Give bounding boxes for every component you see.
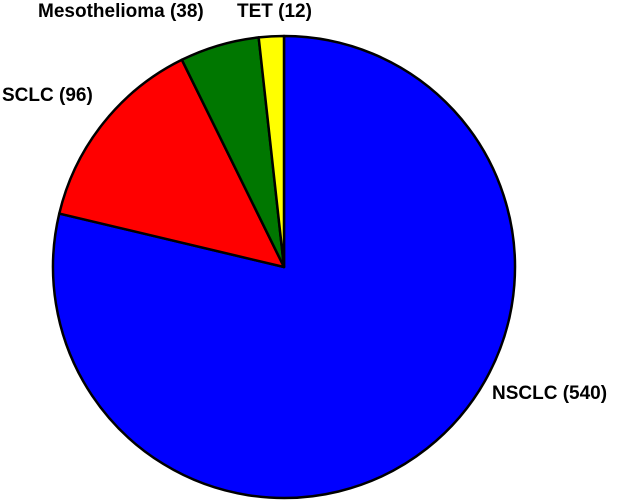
pie-slice-sclc — [58, 58, 286, 269]
slice-label-sclc: SCLC (96) — [2, 85, 93, 106]
slice-label-mesothelioma: Mesothelioma (38) — [38, 1, 204, 22]
pie-slices — [51, 34, 517, 500]
slice-label-tet: TET (12) — [237, 1, 312, 22]
pie-labels: NSCLC (540) SCLC (96) Mesothelioma (38) … — [2, 1, 607, 404]
pie-slice-tet — [257, 34, 286, 269]
slice-label-nsclc: NSCLC (540) — [492, 383, 607, 404]
